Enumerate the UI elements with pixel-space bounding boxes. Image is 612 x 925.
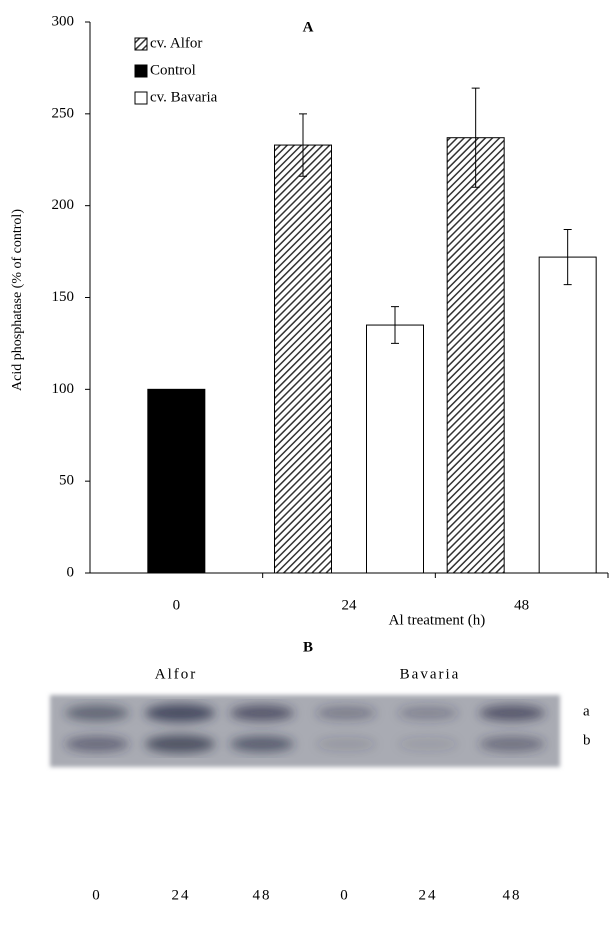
x-axis-label: Al treatment (h) [389, 612, 486, 628]
lane-label: 48 [503, 887, 522, 903]
y-tick-label: 200 [52, 197, 75, 213]
bar [447, 138, 504, 573]
x-tick-label: 48 [514, 597, 529, 613]
y-tick-label: 150 [52, 289, 75, 305]
lane-label: 0 [340, 887, 350, 903]
bar [539, 257, 596, 573]
y-tick-label: 100 [52, 381, 75, 397]
lane-label: 24 [419, 887, 438, 903]
lane-label: 24 [172, 887, 191, 903]
y-tick-label: 300 [52, 13, 75, 29]
gel-title: B [303, 639, 313, 655]
figure: A Acid phosphatase (% of control) Al tre… [0, 0, 612, 920]
legend-label: cv. Bavaria [150, 89, 218, 105]
gel-image [50, 695, 560, 767]
x-tick-label: 0 [173, 597, 181, 613]
x-tick-label: 24 [342, 597, 358, 613]
gel-group: Alfor [155, 666, 198, 682]
band-label: b [583, 732, 591, 748]
y-tick-label: 0 [67, 564, 75, 580]
gel-group: Bavaria [400, 666, 461, 682]
bar [367, 325, 424, 573]
bar [275, 145, 332, 573]
bar [148, 389, 205, 573]
legend-label: cv. Alfor [150, 35, 202, 51]
y-tick-label: 50 [59, 473, 74, 489]
lane-label: 48 [253, 887, 272, 903]
band-label: a [583, 703, 590, 719]
legend-swatch [135, 65, 147, 77]
legend-swatch [135, 92, 147, 104]
legend-label: Control [150, 62, 196, 78]
y-axis-label: Acid phosphatase (% of control) [10, 209, 25, 391]
y-tick-label: 250 [52, 105, 75, 121]
legend-swatch [135, 38, 147, 50]
chart-title: A [303, 19, 314, 35]
lane-label: 0 [92, 887, 102, 903]
